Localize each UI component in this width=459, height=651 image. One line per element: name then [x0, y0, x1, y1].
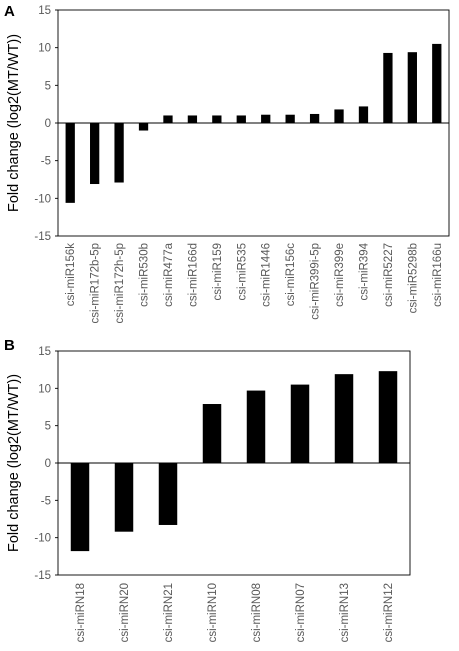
- panel-letter: B: [4, 337, 15, 354]
- y-tick-label: 10: [38, 43, 51, 55]
- bar: [358, 106, 369, 123]
- bar: [383, 52, 393, 123]
- category-label: csi-miR5227: [383, 243, 395, 307]
- bar: [290, 384, 310, 463]
- y-tick-label: 15: [38, 5, 51, 17]
- bar: [90, 123, 100, 185]
- category-label: csi-miR172h-5p: [114, 243, 126, 324]
- y-axis-title: Fold change (log2(MT/WT)): [6, 374, 22, 552]
- y-tick-label: 10: [38, 383, 51, 395]
- bar: [378, 371, 398, 463]
- category-label: csi-miR166d: [187, 243, 199, 307]
- y-tick-label: -5: [41, 495, 51, 507]
- category-label: csi-miR5298b: [407, 243, 419, 313]
- category-label: csi-miRN20: [119, 583, 131, 642]
- category-label: csi-miR1446: [261, 243, 273, 307]
- y-tick-label: 5: [45, 421, 51, 433]
- y-tick-label: 0: [45, 458, 51, 470]
- category-label: csi-miRN21: [163, 583, 175, 642]
- category-label: csi-miR172b-5p: [90, 243, 102, 324]
- bar: [285, 114, 295, 123]
- category-label: csi-miR530b: [139, 243, 151, 307]
- y-tick-label: 5: [45, 80, 51, 92]
- bar: [202, 404, 222, 463]
- bar: [114, 123, 124, 183]
- panel-a: -15 -10 -5 0 5 10 15 csi-miR156k csi-miR172b-5p c…: [4, 3, 450, 324]
- y-tick-label: -15: [34, 231, 51, 243]
- category-label: csi-miRN07: [295, 583, 307, 642]
- y-tick-label: -10: [34, 193, 51, 205]
- category-label: csi-miRN12: [383, 583, 395, 642]
- category-label: csi-miR535: [236, 243, 248, 301]
- y-tick-label: -5: [41, 156, 51, 168]
- category-label: csi-miRN18: [75, 583, 87, 642]
- category-label: csi-miRN08: [251, 583, 263, 642]
- bar: [114, 463, 134, 532]
- bar: [432, 43, 442, 123]
- category-label: csi-miR156k: [65, 243, 77, 307]
- panel-letter: A: [4, 3, 15, 20]
- panel-b: -15 -10 -5 0 5 10 15 csi-miRN18 csi-miRN20 csi-mi…: [4, 337, 411, 642]
- bar: [309, 113, 320, 123]
- bar: [236, 115, 246, 123]
- bar: [163, 115, 173, 123]
- bar: [138, 123, 149, 131]
- bar: [334, 109, 344, 123]
- category-label: csi-miRN10: [207, 583, 219, 642]
- bar: [70, 463, 90, 552]
- y-tick-label: -15: [34, 570, 51, 582]
- bar: [212, 115, 222, 123]
- bar: [334, 374, 354, 463]
- category-label: csi-miR399i-5p: [310, 243, 322, 320]
- category-label: csi-miR477a: [163, 242, 175, 307]
- y-tick-label: -10: [34, 533, 51, 545]
- y-tick-label: 15: [38, 346, 51, 358]
- category-label: csi-miRN13: [339, 583, 351, 642]
- bar: [65, 123, 75, 203]
- y-axis-title: Fold change (log2(MT/WT)): [6, 34, 22, 212]
- bar: [187, 115, 198, 123]
- category-label: csi-miR159: [212, 243, 224, 301]
- bar: [158, 463, 178, 525]
- category-label: csi-miR156c: [285, 243, 297, 307]
- category-label: csi-miR394: [358, 242, 370, 300]
- category-label: csi-miR399e: [334, 243, 346, 307]
- y-tick-label: 0: [45, 118, 51, 130]
- bar: [407, 52, 417, 123]
- bar: [261, 114, 271, 123]
- bar: [246, 390, 266, 463]
- category-label: csi-miR166u: [432, 243, 444, 307]
